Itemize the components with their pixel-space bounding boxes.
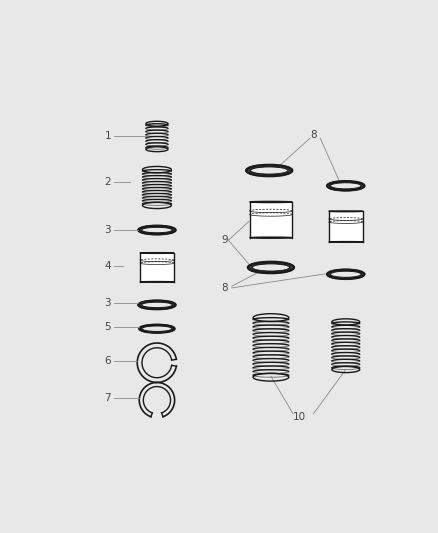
Ellipse shape (250, 167, 287, 174)
Ellipse shape (249, 201, 292, 203)
Text: 8: 8 (309, 130, 316, 140)
Ellipse shape (326, 181, 364, 191)
Text: 6: 6 (104, 356, 111, 366)
Ellipse shape (249, 237, 292, 238)
Text: 10: 10 (293, 412, 306, 422)
Text: 3: 3 (104, 225, 111, 235)
Ellipse shape (141, 227, 172, 233)
Ellipse shape (251, 264, 289, 271)
Ellipse shape (138, 225, 175, 235)
Text: 7: 7 (104, 393, 111, 403)
Ellipse shape (330, 271, 360, 277)
Ellipse shape (138, 301, 175, 309)
FancyBboxPatch shape (140, 253, 173, 282)
FancyBboxPatch shape (328, 211, 362, 242)
Text: 3: 3 (104, 298, 111, 308)
Ellipse shape (247, 262, 293, 273)
Ellipse shape (141, 302, 172, 308)
Ellipse shape (246, 165, 292, 176)
Ellipse shape (139, 325, 174, 333)
Text: 4: 4 (104, 261, 111, 271)
Ellipse shape (141, 326, 172, 332)
FancyBboxPatch shape (249, 202, 292, 238)
Text: 8: 8 (221, 283, 228, 293)
Ellipse shape (328, 241, 362, 243)
Ellipse shape (140, 281, 173, 282)
Text: 5: 5 (104, 322, 111, 332)
Ellipse shape (328, 211, 362, 212)
Ellipse shape (330, 183, 360, 189)
Ellipse shape (326, 270, 364, 279)
Text: 1: 1 (104, 132, 111, 141)
Text: 2: 2 (104, 177, 111, 188)
Text: 9: 9 (221, 235, 228, 245)
